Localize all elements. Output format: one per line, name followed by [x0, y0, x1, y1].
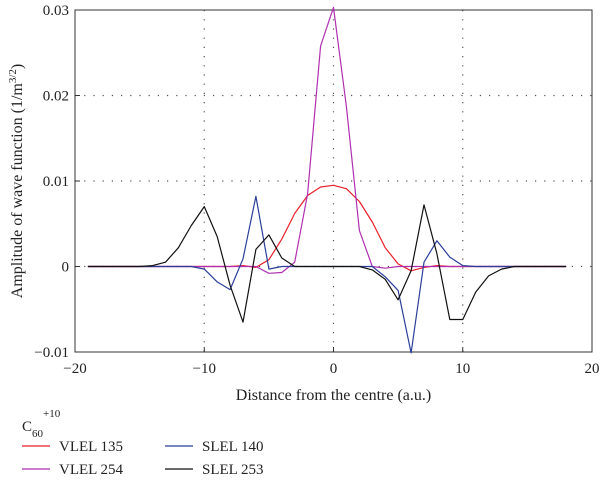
y-axis-label: Amplitude of wave function (1/m3/2): [7, 64, 26, 298]
legend: C60 +10 VLEL 135 VLEL 254 SLEL 140 SLEL 253: [22, 408, 264, 478]
legend-label-vlel-254: VLEL 254: [59, 462, 124, 478]
legend-label-slel-140: SLEL 140: [202, 439, 264, 455]
y-tick-label: 0.02: [43, 89, 69, 105]
y-axis-label-main: Amplitude of wave function (1/m: [9, 83, 26, 299]
y-tick-label: 0: [62, 260, 70, 276]
legend-label-slel-253: SLEL 253: [202, 462, 264, 478]
axis-ticks: −20 −10 0 10 20 −0.01 0 0.01 0.02 0.03: [34, 3, 599, 377]
x-tick-label: 20: [585, 361, 600, 377]
series-line-slel-140: [87, 195, 567, 354]
legend-title-superscript: +10: [43, 408, 61, 420]
legend-title-subscript: 60: [32, 428, 44, 440]
y-tick-label: 0.01: [43, 174, 69, 190]
legend-items: VLEL 135 VLEL 254 SLEL 140 SLEL 253: [22, 439, 264, 478]
x-tick-label: −20: [63, 361, 86, 377]
legend-title-main: C: [22, 419, 32, 435]
legend-title: C60 +10: [22, 408, 61, 440]
x-tick-label: 10: [455, 361, 470, 377]
series-lines: [87, 6, 567, 354]
y-axis-label-close: ): [9, 64, 26, 69]
y-axis-label-superscript: 3/2: [7, 69, 19, 83]
legend-label-vlel-135: VLEL 135: [59, 439, 123, 455]
grid-lines: [75, 10, 592, 352]
y-tick-label: 0.03: [43, 3, 69, 19]
series-line-vlel-254: [87, 6, 567, 274]
x-tick-label: 0: [330, 361, 338, 377]
x-axis-label: Distance from the centre (a.u.): [236, 387, 431, 404]
x-tick-label: −10: [193, 361, 216, 377]
series-line-slel-253: [87, 204, 567, 323]
series-line-vlel-135: [87, 184, 567, 272]
y-tick-label: −0.01: [34, 345, 69, 361]
